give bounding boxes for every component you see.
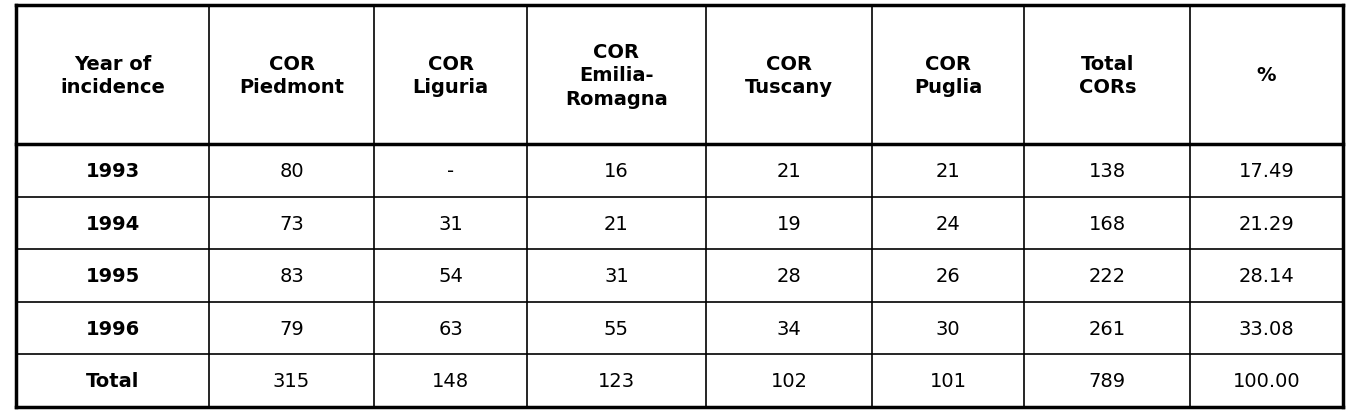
Text: 21: 21 (605, 214, 629, 233)
Text: 1995: 1995 (86, 266, 140, 285)
Text: 1993: 1993 (86, 162, 140, 181)
Text: Year of
incidence: Year of incidence (60, 55, 164, 97)
Text: COR
Liguria: COR Liguria (413, 55, 489, 97)
Text: 21.29: 21.29 (1238, 214, 1294, 233)
Text: COR
Puglia: COR Puglia (915, 55, 983, 97)
Text: 73: 73 (279, 214, 304, 233)
Text: 80: 80 (279, 162, 304, 181)
Text: 26: 26 (936, 266, 961, 285)
Text: 100.00: 100.00 (1233, 371, 1301, 390)
Text: COR
Piedmont: COR Piedmont (239, 55, 344, 97)
Text: 63: 63 (439, 319, 463, 338)
Text: 315: 315 (273, 371, 310, 390)
Text: 54: 54 (438, 266, 463, 285)
Text: 55: 55 (603, 319, 629, 338)
Text: Total
CORs: Total CORs (1079, 55, 1136, 97)
Text: 24: 24 (936, 214, 961, 233)
Text: 102: 102 (771, 371, 807, 390)
Text: 21: 21 (776, 162, 802, 181)
Text: 31: 31 (605, 266, 629, 285)
Text: 31: 31 (439, 214, 463, 233)
Text: 21: 21 (936, 162, 961, 181)
Text: 789: 789 (1089, 371, 1125, 390)
Text: -: - (447, 162, 454, 181)
Text: 33.08: 33.08 (1238, 319, 1294, 338)
Text: 17.49: 17.49 (1238, 162, 1294, 181)
Text: 148: 148 (432, 371, 469, 390)
Text: COR
Tuscany: COR Tuscany (745, 55, 833, 97)
Text: 30: 30 (936, 319, 961, 338)
Text: 16: 16 (605, 162, 629, 181)
Text: 34: 34 (776, 319, 802, 338)
Text: 83: 83 (279, 266, 304, 285)
Text: 28: 28 (776, 266, 802, 285)
Text: 28.14: 28.14 (1238, 266, 1294, 285)
Text: %: % (1257, 66, 1276, 85)
Text: 123: 123 (598, 371, 635, 390)
Text: Total: Total (86, 371, 139, 390)
Text: 101: 101 (930, 371, 966, 390)
Text: 261: 261 (1089, 319, 1125, 338)
Text: 79: 79 (279, 319, 304, 338)
Text: 168: 168 (1089, 214, 1125, 233)
Text: 19: 19 (776, 214, 802, 233)
Text: 222: 222 (1089, 266, 1125, 285)
Text: 1994: 1994 (86, 214, 140, 233)
Text: COR
Emilia-
Romagna: COR Emilia- Romagna (565, 43, 667, 109)
Text: 138: 138 (1089, 162, 1125, 181)
Text: 1996: 1996 (86, 319, 140, 338)
